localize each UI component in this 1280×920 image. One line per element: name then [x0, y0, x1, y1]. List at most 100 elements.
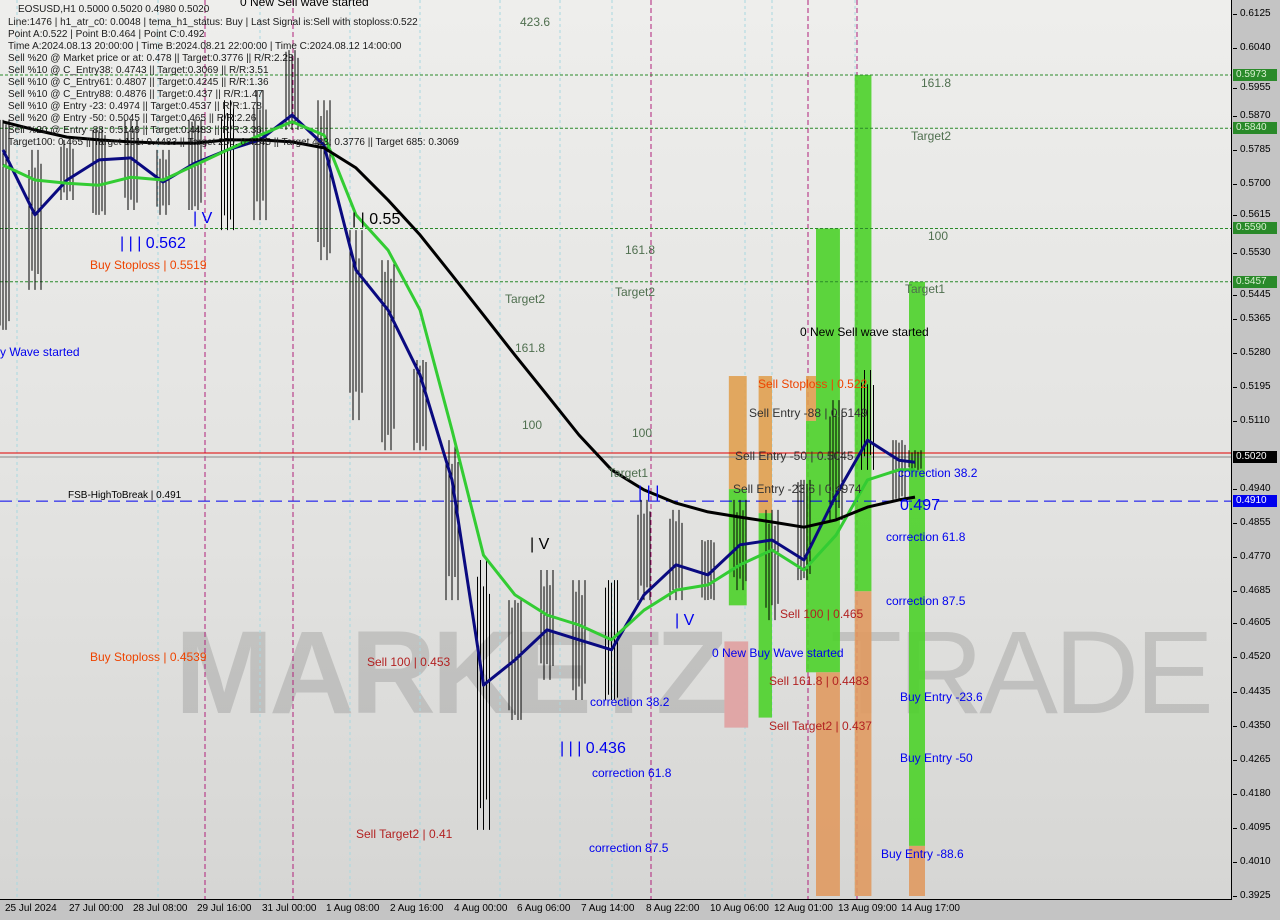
fib-label: 423.6	[520, 15, 551, 29]
time-tick-label: 12 Aug 01:00	[774, 903, 833, 914]
price-tick-label: 0.5700	[1233, 178, 1271, 190]
indicator-line	[2, 120, 916, 529]
price-tick-label: 0.5615	[1233, 209, 1271, 221]
time-tick-label: 8 Aug 22:00	[646, 903, 700, 914]
entry-label: Buy Entry -50	[900, 751, 973, 765]
target-label: Target2	[505, 292, 546, 306]
price-tick-label: 0.4265	[1233, 753, 1271, 765]
time-tick-label: 28 Jul 08:00	[133, 903, 188, 914]
chart-area[interactable]: MARKETZ TRADE EOSUSD,H1 0.5000 0.5020 0.…	[0, 0, 1232, 900]
fib-label: 161.8	[515, 341, 546, 355]
correction-label: correction 38.2	[898, 466, 978, 480]
target-label: Sell 100 | 0.465	[780, 607, 864, 621]
info-line: Sell %10 @ C_Entry88: 0.4876 || Target:0…	[8, 89, 263, 100]
price-tick-label: 0.6040	[1233, 42, 1271, 54]
target-label: Sell Target2 | 0.437	[769, 719, 872, 733]
price-level-tag: 0.5973	[1233, 68, 1277, 81]
time-tick-label: 7 Aug 14:00	[581, 903, 635, 914]
fib-label: 100	[928, 229, 949, 243]
wave-label: | V	[530, 536, 550, 553]
target-label: Target1	[905, 282, 946, 296]
fib-label: 161.8	[921, 76, 952, 90]
time-tick-label: 4 Aug 00:00	[454, 903, 508, 914]
fib-label: 100	[632, 426, 653, 440]
wave-label: | | | 0.436	[560, 740, 626, 757]
price-level-tag: 0.5840	[1233, 122, 1277, 135]
price-tick-label: 0.4940	[1233, 483, 1271, 495]
price-tick-label: 0.4350	[1233, 719, 1271, 731]
entry-label: Sell Entry -88 | 0.5149	[749, 406, 868, 420]
time-tick-label: 1 Aug 08:00	[326, 903, 380, 914]
target-zone-bar	[909, 281, 925, 846]
time-tick-label: 6 Aug 06:00	[517, 903, 571, 914]
time-tick-label: 2 Aug 16:00	[390, 903, 444, 914]
correction-label: correction 38.2	[590, 695, 670, 709]
price-tick-label: 0.5110	[1233, 414, 1270, 426]
stoploss-label: Buy Stoploss | 0.5519	[90, 258, 207, 272]
wave-label: | V	[675, 612, 695, 629]
price-tick-label: 0.5785	[1233, 144, 1271, 156]
price-tick-label: 0.5955	[1233, 81, 1271, 93]
target-label: Target2	[615, 285, 656, 299]
wave-label: | V	[193, 210, 213, 227]
info-line: Sell %10 @ C_Entry38: 0.4743 || Target:0…	[8, 65, 269, 76]
info-line: Point A:0.522 | Point B:0.464 | Point C:…	[8, 29, 205, 40]
wave-label: 0 New Buy Wave started	[712, 646, 844, 660]
target-label: Target2	[911, 129, 952, 143]
correction-label: correction 87.5	[886, 594, 966, 608]
indicator-line	[1, 113, 916, 687]
target-label: Sell 161.8 | 0.4483	[769, 674, 869, 688]
fib-label: 100	[522, 418, 543, 432]
info-line: Sell %10 @ Entry -23: 0.4974 || Target:0…	[8, 101, 262, 112]
indicator-line	[2, 120, 915, 642]
info-line: Sell %20 @ Entry -50: 0.5045 || Target:0…	[8, 113, 257, 124]
time-tick-label: 14 Aug 17:00	[901, 903, 960, 914]
info-line: Sell %10 @ C_Entry61: 0.4807 || Target:0…	[8, 77, 269, 88]
stoploss-label: Sell Stoploss | 0.522	[758, 377, 868, 391]
correction-label: correction 61.8	[592, 766, 672, 780]
time-tick-label: 10 Aug 06:00	[710, 903, 769, 914]
watermark-text: MARKETZ	[175, 607, 728, 739]
price-tick-label: 0.4435	[1233, 685, 1271, 697]
wave-label: 0 New Sell wave started	[240, 0, 369, 9]
price-tick-label: 0.5195	[1233, 380, 1271, 392]
entry-label: Sell Entry -23.6 | 0.4974	[733, 482, 862, 496]
time-tick-label: 31 Jul 00:00	[262, 903, 317, 914]
time-tick-label: 13 Aug 09:00	[838, 903, 897, 914]
fib-label: 161.8	[625, 243, 656, 257]
target-zone-bar	[909, 845, 925, 896]
target-zone-bar	[806, 376, 816, 421]
correction-label: correction 61.8	[886, 530, 966, 544]
correction-label: correction 87.5	[589, 841, 669, 855]
chart-title: EOSUSD,H1 0.5000 0.5020 0.4980 0.5020	[18, 4, 210, 15]
target-label: Target1	[608, 466, 649, 480]
wave-label: 0 New Sell wave started	[800, 325, 929, 339]
wave-label: | | |	[638, 484, 660, 501]
target-zone-bar	[854, 591, 872, 896]
price-level-tag: 0.4910	[1233, 495, 1277, 508]
info-line: Time A:2024.08.13 20:00:00 | Time B:2024…	[8, 41, 402, 52]
price-tick-label: 0.4095	[1233, 821, 1271, 833]
price-tick-label: 0.5870	[1233, 110, 1271, 122]
time-tick-label: 25 Jul 2024	[5, 903, 57, 914]
info-line: Line:1476 | h1_atr_c0: 0.0048 | tema_h1_…	[8, 17, 418, 28]
info-line: Sell %20 @ Market price or at: 0.478 || …	[8, 53, 294, 64]
price-tick-label: 0.4770	[1233, 551, 1271, 563]
price-tick-label: 0.5445	[1233, 288, 1271, 300]
price-tick-label: 0.5280	[1233, 346, 1271, 358]
price-chart	[0, 0, 1231, 899]
price-tick-label: 0.4010	[1233, 855, 1271, 867]
wave-label: 0.497	[900, 497, 941, 514]
fsb-label: FSB-HighToBreak | 0.491	[68, 490, 182, 501]
price-tick-label: 0.6125	[1233, 8, 1271, 19]
time-tick-label: 29 Jul 16:00	[197, 903, 252, 914]
wave-label: y Wave started	[0, 345, 80, 359]
price-level-tag: 0.5590	[1233, 222, 1277, 235]
price-tick-label: 0.4605	[1233, 617, 1271, 629]
price-tick-label: 0.5530	[1233, 246, 1271, 258]
target-zone-bar	[816, 228, 840, 673]
target-label: Sell Target2 | 0.41	[356, 827, 453, 841]
info-line: Target100: 0.465 || Target 161: 0.4483 |…	[8, 137, 459, 148]
price-tick-label: 0.4180	[1233, 787, 1271, 799]
stoploss-label: Buy Stoploss | 0.4539	[90, 650, 207, 664]
